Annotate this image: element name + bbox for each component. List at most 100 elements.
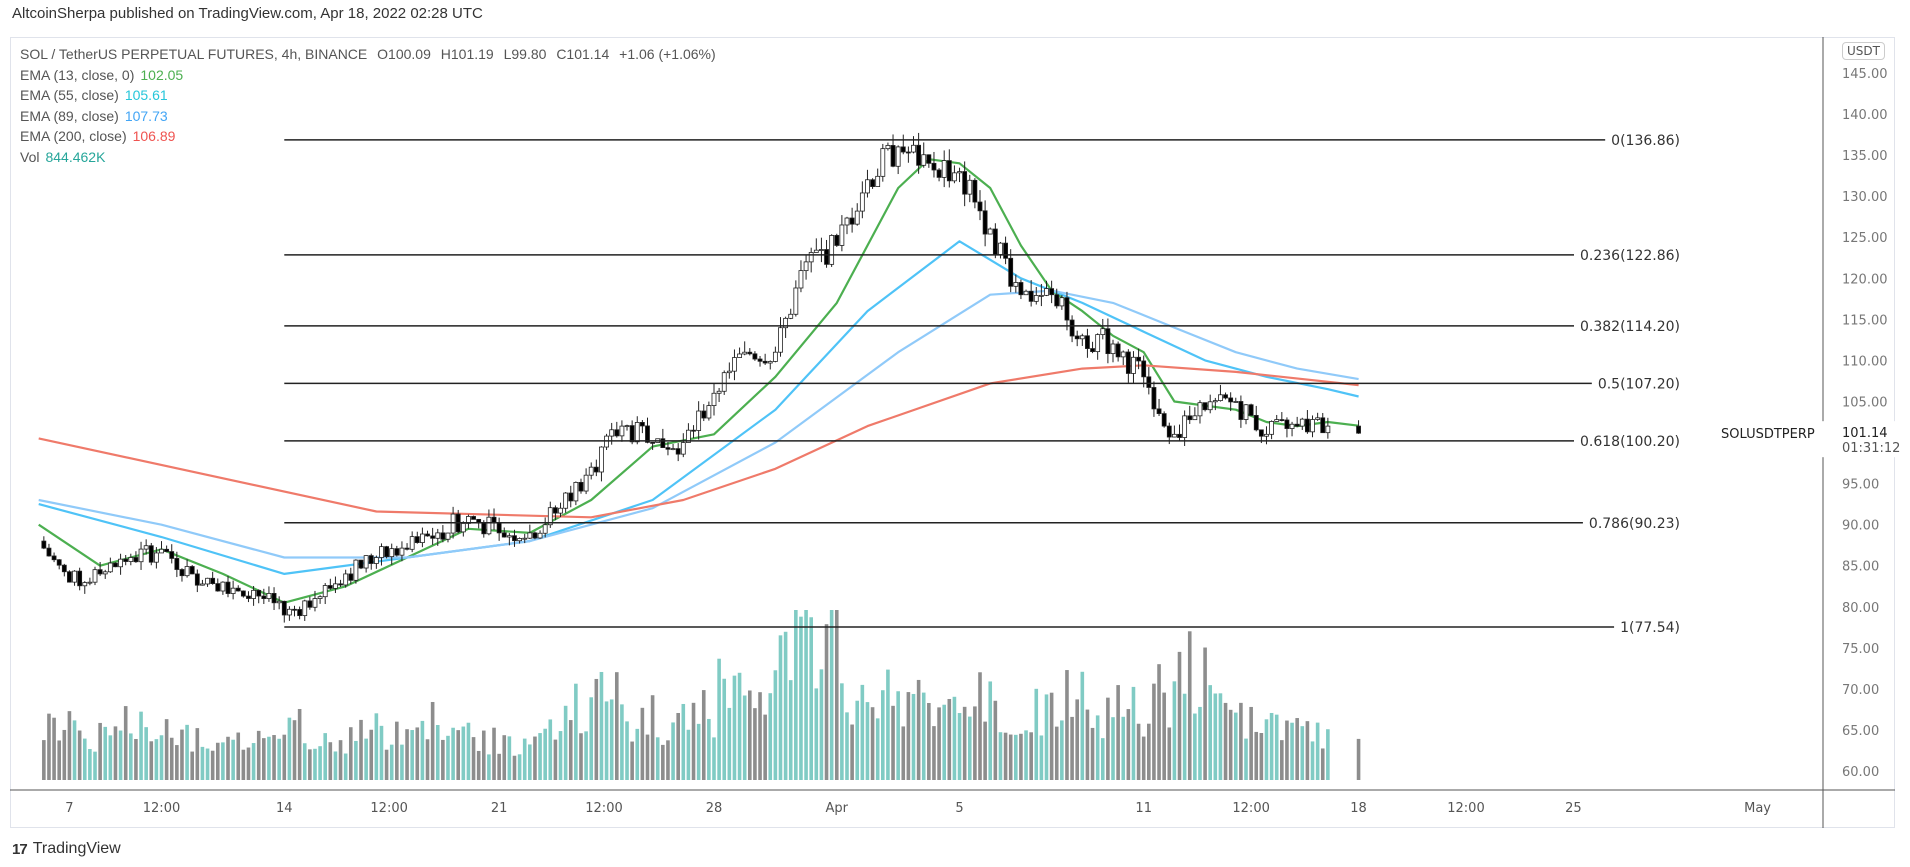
candle bbox=[1171, 433, 1177, 438]
candle bbox=[322, 585, 328, 598]
candle bbox=[553, 507, 558, 514]
volume-bar bbox=[1315, 722, 1320, 780]
candle bbox=[660, 438, 666, 449]
ema-line-1[interactable] bbox=[38, 240, 1359, 575]
candle bbox=[389, 548, 395, 558]
volume-bar bbox=[333, 751, 338, 780]
volume-bar bbox=[1162, 692, 1166, 780]
volume-bar bbox=[323, 733, 328, 780]
volume-bar bbox=[870, 707, 875, 780]
candle bbox=[563, 492, 569, 509]
volume-bar bbox=[1090, 727, 1095, 780]
volume-bar bbox=[891, 705, 895, 780]
candle bbox=[1151, 387, 1157, 410]
price-tick-label: 130.00 bbox=[1842, 190, 1888, 205]
ema-line-0[interactable] bbox=[38, 158, 1359, 604]
volume-bar bbox=[850, 724, 854, 780]
volume-bar bbox=[1239, 702, 1243, 780]
volume-bar bbox=[430, 701, 435, 780]
candle bbox=[522, 537, 528, 540]
candle bbox=[1095, 334, 1101, 353]
volume-bar bbox=[1147, 723, 1151, 780]
volume-bar bbox=[1111, 717, 1115, 780]
volume-bar bbox=[875, 718, 880, 780]
symbol-title[interactable]: SOL / TetherUS PERPETUAL FUTURES, 4h, BI… bbox=[20, 46, 368, 62]
candle bbox=[327, 585, 333, 589]
last-price-box bbox=[1819, 421, 1895, 458]
candle bbox=[588, 466, 594, 476]
volume-bar bbox=[1269, 712, 1274, 780]
volume-bar bbox=[947, 698, 952, 780]
indicator-ema13[interactable]: EMA (13, close, 0) 102.05 bbox=[20, 65, 716, 86]
candle bbox=[92, 569, 98, 583]
currency-button[interactable]: USDT bbox=[1842, 42, 1885, 60]
candle bbox=[803, 261, 809, 272]
volume-bar bbox=[794, 610, 798, 780]
candle bbox=[680, 442, 686, 455]
indicator-ema55[interactable]: EMA (55, close) 105.61 bbox=[20, 85, 716, 106]
candle bbox=[875, 175, 881, 187]
candle bbox=[133, 557, 139, 563]
volume-bar bbox=[98, 722, 102, 780]
candle bbox=[138, 548, 144, 563]
candle bbox=[926, 154, 932, 164]
volume-bar bbox=[1014, 734, 1018, 780]
candle bbox=[1320, 417, 1326, 434]
indicator-ema89[interactable]: EMA (89, close) 107.73 bbox=[20, 106, 716, 127]
volume-bar bbox=[778, 635, 783, 780]
candle bbox=[353, 559, 359, 581]
candle bbox=[819, 249, 824, 251]
candle bbox=[1289, 423, 1295, 429]
volume-bar bbox=[640, 707, 645, 780]
candle bbox=[348, 573, 354, 581]
ohlc-close: C101.14 bbox=[556, 46, 610, 62]
volume-bar bbox=[1085, 709, 1090, 780]
candle bbox=[972, 179, 978, 203]
candle bbox=[716, 390, 722, 394]
indicator-label: Vol bbox=[20, 148, 40, 165]
volume-bar bbox=[666, 740, 670, 780]
volume-bar bbox=[732, 675, 737, 780]
candle bbox=[573, 481, 579, 502]
candle bbox=[967, 179, 973, 195]
volume-bar bbox=[553, 739, 558, 780]
candle bbox=[537, 532, 543, 539]
volume-bar bbox=[297, 708, 302, 780]
candle bbox=[67, 571, 72, 583]
volume-bar bbox=[481, 730, 486, 780]
ema-line-2[interactable] bbox=[38, 289, 1359, 559]
volume-bar bbox=[614, 672, 619, 780]
volume-bar bbox=[215, 742, 220, 780]
indicator-ema200[interactable]: EMA (200, close) 106.89 bbox=[20, 126, 716, 147]
candle bbox=[496, 522, 502, 534]
volume-bar bbox=[676, 712, 680, 780]
candle bbox=[420, 533, 425, 544]
candle bbox=[1033, 295, 1039, 302]
volume-bar bbox=[528, 744, 532, 780]
volume-bar bbox=[129, 733, 133, 780]
candle bbox=[1202, 402, 1208, 411]
volume-bar bbox=[52, 717, 56, 780]
candle bbox=[578, 481, 584, 492]
candle bbox=[491, 516, 497, 524]
bar-countdown: 01:31:12 bbox=[1842, 441, 1900, 456]
tradingview-brand: 17 TradingView bbox=[12, 840, 121, 858]
candle bbox=[593, 466, 599, 473]
candle bbox=[1069, 319, 1075, 337]
volume-bar bbox=[804, 610, 808, 780]
candle bbox=[1090, 348, 1095, 353]
volume-bar bbox=[123, 706, 128, 780]
indicator-label: EMA (200, close) bbox=[20, 128, 127, 144]
volume-bar bbox=[957, 713, 962, 780]
volume-bar bbox=[251, 743, 256, 780]
candle bbox=[670, 448, 676, 451]
candle bbox=[1218, 394, 1223, 402]
candle bbox=[281, 600, 287, 616]
candle bbox=[532, 532, 538, 539]
time-tick-label: 7 bbox=[65, 801, 73, 816]
indicator-volume[interactable]: Vol 844.462K bbox=[20, 147, 716, 168]
volume-bar bbox=[1295, 718, 1299, 780]
volume-bar bbox=[722, 678, 727, 780]
ema-line-3[interactable] bbox=[38, 364, 1359, 519]
